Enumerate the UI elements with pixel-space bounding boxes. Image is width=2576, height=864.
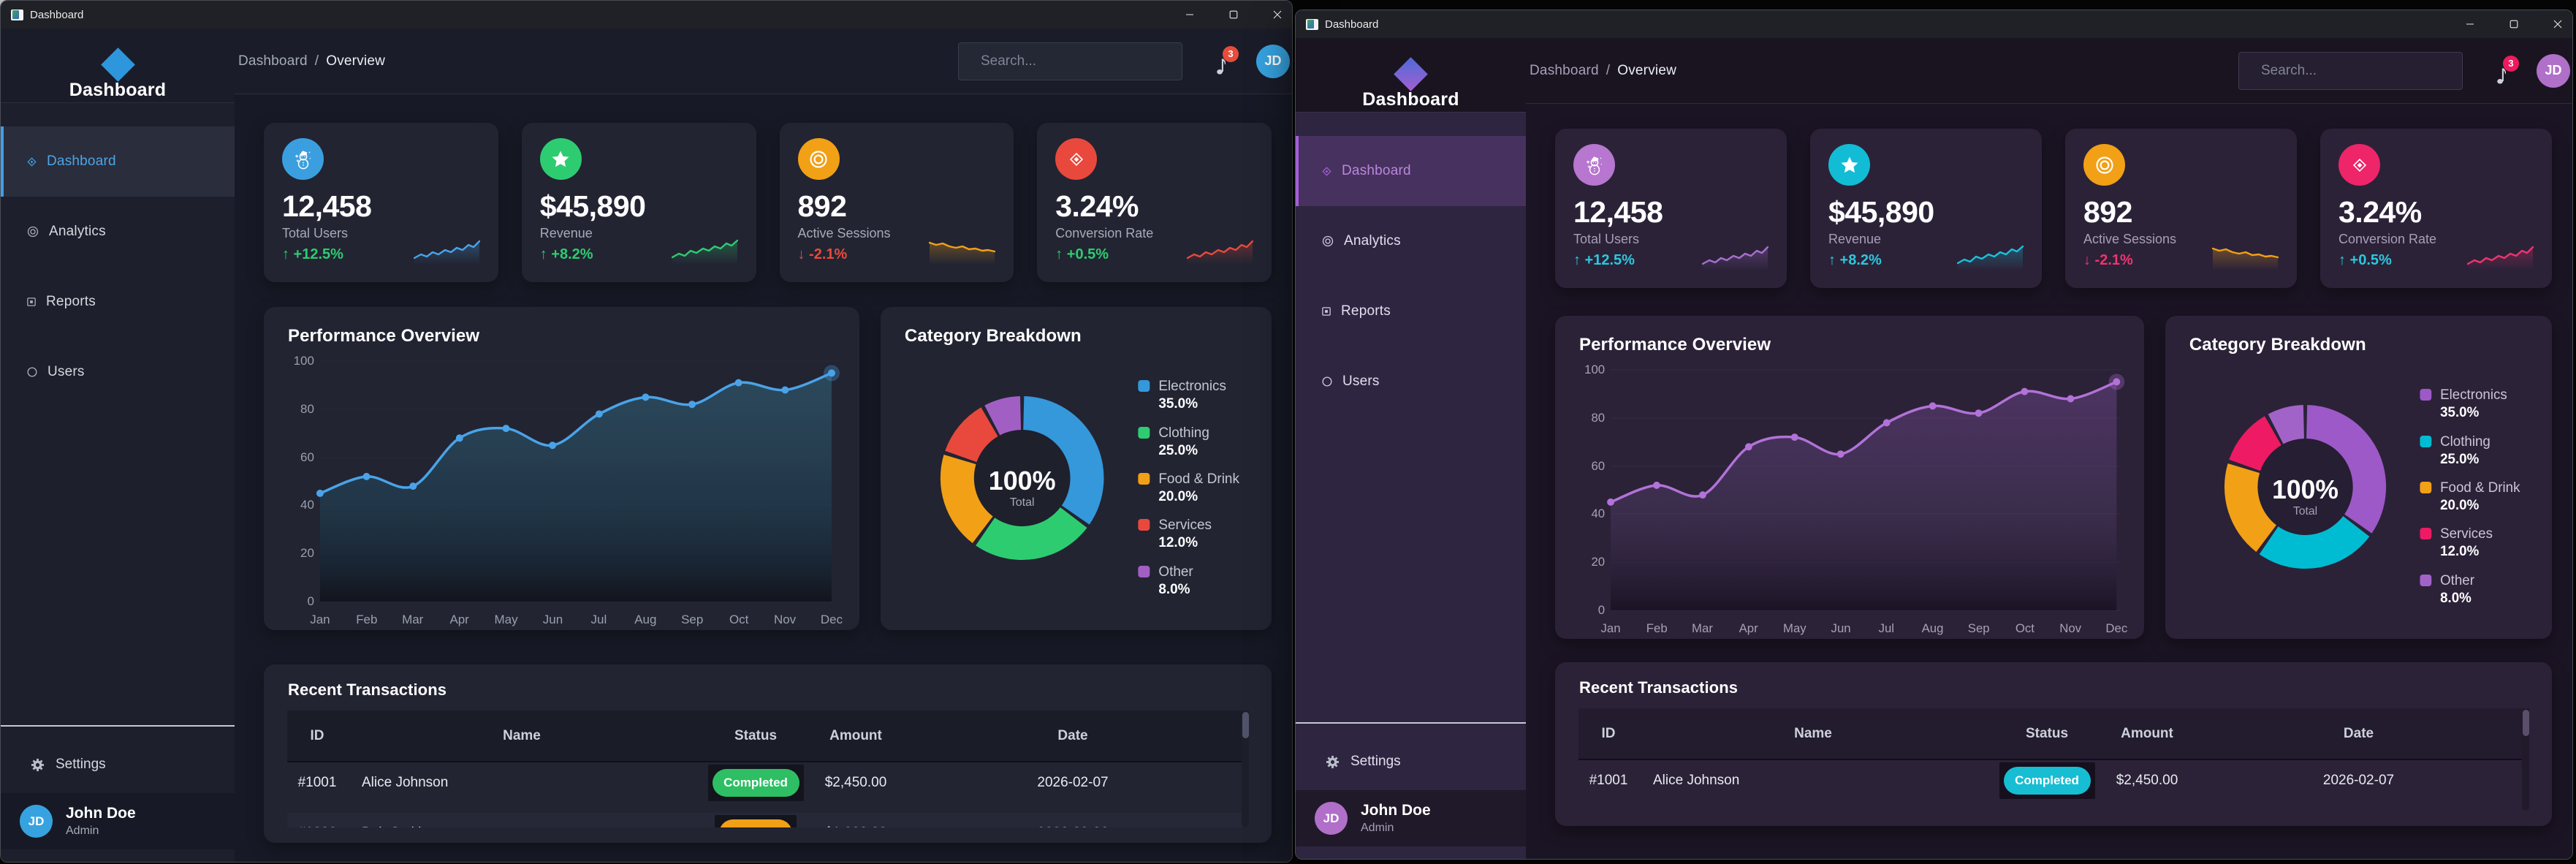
svg-text:Jan: Jan <box>310 613 330 626</box>
svg-text:Dec: Dec <box>2105 621 2127 635</box>
svg-text:Services: Services <box>2440 526 2493 541</box>
svg-text:Other: Other <box>1158 564 1193 580</box>
svg-text:35.0%: 35.0% <box>1158 396 1198 412</box>
svg-text:12.0%: 12.0% <box>1158 535 1198 550</box>
svg-text:Nov: Nov <box>2059 621 2081 635</box>
svg-text:Food & Drink: Food & Drink <box>1158 471 1239 487</box>
svg-text:Aug: Aug <box>634 613 656 626</box>
svg-text:Electronics: Electronics <box>1158 379 1226 394</box>
svg-text:Feb: Feb <box>356 613 377 626</box>
svg-text:Sep: Sep <box>681 613 703 626</box>
svg-text:8.0%: 8.0% <box>1158 582 1190 597</box>
svg-text:60: 60 <box>1591 459 1605 473</box>
svg-text:Oct: Oct <box>2015 621 2034 635</box>
svg-text:Total: Total <box>1010 496 1035 509</box>
svg-text:Dec: Dec <box>821 613 843 626</box>
svg-text:Apr: Apr <box>449 613 469 626</box>
svg-text:80: 80 <box>1591 411 1605 425</box>
svg-text:20: 20 <box>1591 555 1605 569</box>
svg-text:8.0%: 8.0% <box>2440 590 2471 605</box>
svg-text:Jul: Jul <box>1879 621 1894 635</box>
svg-text:100: 100 <box>294 354 314 368</box>
svg-text:20.0%: 20.0% <box>1158 489 1198 504</box>
svg-text:40: 40 <box>300 498 314 512</box>
svg-text:60: 60 <box>300 450 314 464</box>
svg-text:Jun: Jun <box>543 613 563 626</box>
svg-text:100%: 100% <box>989 466 1056 496</box>
svg-text:Jan: Jan <box>1601 621 1621 635</box>
svg-text:Feb: Feb <box>1646 621 1668 635</box>
svg-text:80: 80 <box>300 402 314 416</box>
svg-text:Services: Services <box>1158 518 1212 533</box>
svg-text:35.0%: 35.0% <box>2440 404 2479 420</box>
svg-text:0: 0 <box>1598 603 1605 617</box>
svg-text:Jul: Jul <box>591 613 607 626</box>
svg-text:20.0%: 20.0% <box>2440 497 2479 512</box>
svg-text:Mar: Mar <box>1692 621 1713 635</box>
svg-text:Total: Total <box>2293 505 2317 518</box>
svg-text:20: 20 <box>300 546 314 560</box>
svg-text:Jun: Jun <box>1831 621 1851 635</box>
svg-text:100%: 100% <box>2272 475 2338 504</box>
svg-text:100: 100 <box>1584 363 1605 376</box>
svg-text:12.0%: 12.0% <box>2440 543 2479 558</box>
svg-text:Apr: Apr <box>1739 621 1758 635</box>
svg-text:May: May <box>1783 621 1806 635</box>
svg-text:Clothing: Clothing <box>2440 433 2490 449</box>
svg-text:Clothing: Clothing <box>1158 425 1209 441</box>
svg-text:25.0%: 25.0% <box>1158 443 1198 458</box>
svg-text:Nov: Nov <box>774 613 797 626</box>
svg-text:Other: Other <box>2440 572 2474 588</box>
svg-text:Sep: Sep <box>1968 621 1990 635</box>
svg-text:Food & Drink: Food & Drink <box>2440 480 2520 495</box>
svg-text:Mar: Mar <box>402 613 424 626</box>
svg-text:Aug: Aug <box>1922 621 1944 635</box>
svg-text:40: 40 <box>1591 507 1605 520</box>
svg-text:May: May <box>495 613 519 626</box>
svg-text:25.0%: 25.0% <box>2440 451 2479 466</box>
svg-text:0: 0 <box>307 594 314 608</box>
svg-text:Electronics: Electronics <box>2440 387 2507 402</box>
svg-text:Oct: Oct <box>729 613 749 626</box>
